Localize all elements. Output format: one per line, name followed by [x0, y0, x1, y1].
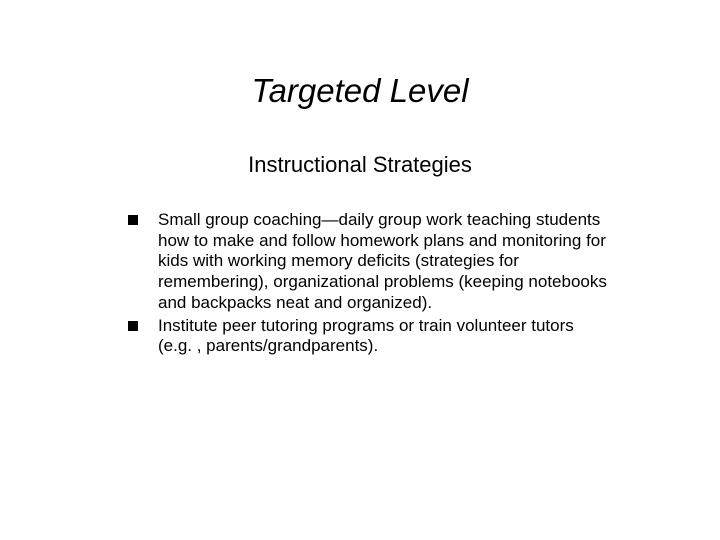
- bullet-text: Institute peer tutoring programs or trai…: [158, 316, 608, 357]
- bullet-item: Institute peer tutoring programs or trai…: [128, 316, 608, 357]
- slide-subtitle: Instructional Strategies: [0, 152, 720, 178]
- bullet-text: Small group coaching—daily group work te…: [158, 210, 608, 314]
- slide-body: Small group coaching—daily group work te…: [128, 210, 608, 359]
- square-bullet-icon: [128, 215, 138, 225]
- slide-title: Targeted Level: [0, 72, 720, 110]
- slide: Targeted Level Instructional Strategies …: [0, 0, 720, 540]
- bullet-item: Small group coaching—daily group work te…: [128, 210, 608, 314]
- square-bullet-icon: [128, 321, 138, 331]
